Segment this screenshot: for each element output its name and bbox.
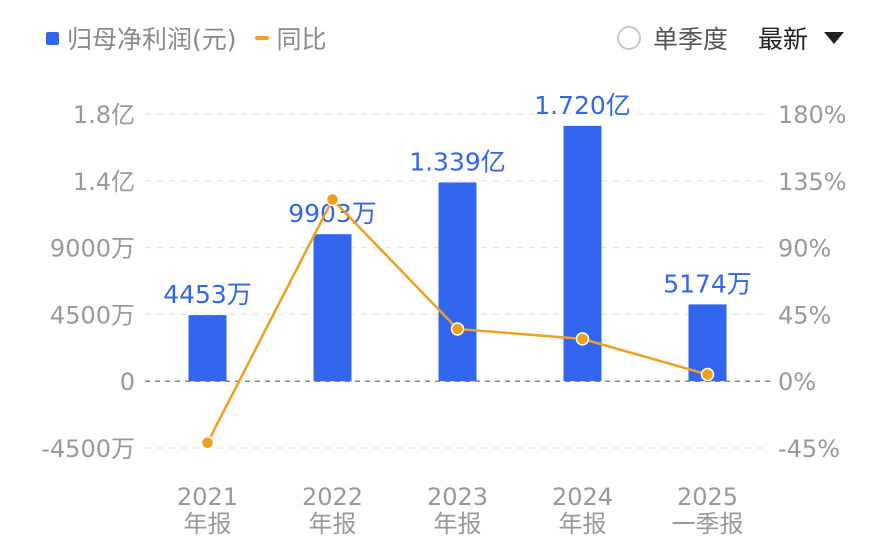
x-tick-label: 年报 (184, 510, 232, 538)
x-tick-label: 年报 (434, 510, 482, 538)
legend-item-yoy[interactable]: 同比 (254, 20, 327, 56)
y-right-tick-label: 135% (778, 168, 847, 196)
bar-value-label: 1.720亿 (534, 91, 631, 120)
yoy-point (575, 332, 590, 346)
x-tick-label: 年报 (309, 510, 357, 538)
bar-value-label: 4453万 (163, 280, 252, 309)
y-left-tick-label: 1.8亿 (73, 101, 135, 129)
chart-controls: 单季度 最新 (616, 18, 844, 58)
bar-swatch-icon (46, 31, 59, 45)
y-right-tick-label: 90% (778, 235, 831, 263)
bar (313, 234, 352, 382)
x-tick-label: 年报 (559, 510, 607, 538)
yoy-point (450, 322, 465, 336)
y-right-tick-label: 180% (778, 101, 847, 129)
bar (188, 315, 227, 382)
bar-value-label: 1.339亿 (409, 147, 506, 176)
quarter-radio-label[interactable]: 单季度 (652, 25, 728, 54)
x-tick-label: 2025 (677, 483, 738, 511)
bar (438, 182, 477, 382)
legend-label-net-profit: 归母净利润(元) (67, 25, 237, 54)
y-right-tick-label: 0% (778, 368, 816, 396)
y-left-tick-label: 4500万 (50, 301, 135, 329)
legend-item-net-profit[interactable]: 归母净利润(元) (46, 20, 237, 56)
chevron-down-icon[interactable] (824, 32, 844, 44)
bar-value-label: 5174万 (663, 269, 752, 298)
yoy-point (325, 192, 340, 207)
line-swatch-icon (254, 36, 269, 40)
x-tick-label: 一季报 (672, 510, 744, 538)
y-right-tick-label: 45% (778, 301, 831, 329)
legend-label-yoy: 同比 (276, 25, 327, 54)
chart-legend: 归母净利润(元) 同比 (46, 18, 345, 58)
y-left-tick-label: 0 (120, 368, 135, 396)
y-right-tick-label: -45% (778, 435, 840, 463)
yoy-point (700, 367, 715, 382)
x-tick-label: 2023 (427, 483, 488, 511)
y-left-tick-label: -4500万 (41, 435, 135, 463)
y-left-tick-label: 1.4亿 (73, 168, 135, 196)
x-tick-label: 2022 (302, 483, 363, 511)
quarter-radio[interactable] (616, 26, 641, 50)
period-select-value[interactable]: 最新 (757, 25, 808, 54)
yoy-point (200, 436, 215, 450)
x-tick-label: 2021 (177, 483, 238, 511)
x-tick-label: 2024 (552, 483, 613, 511)
y-left-tick-label: 9000万 (50, 235, 135, 263)
